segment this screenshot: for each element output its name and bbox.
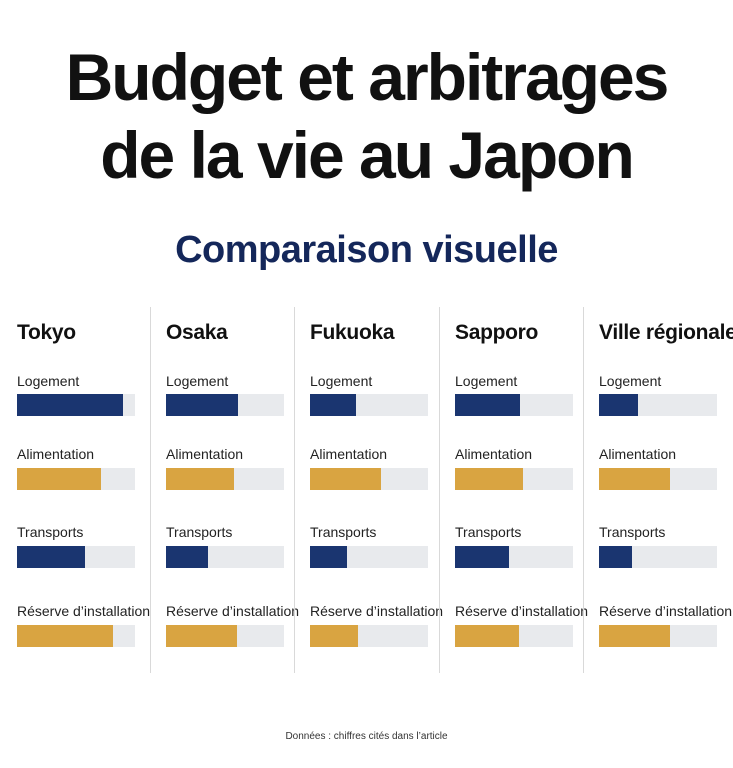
bar-fill [310,394,356,416]
metric-label: Transports [599,524,666,540]
column-divider [439,307,440,673]
city-name: Osaka [166,321,228,344]
bar-track [166,468,284,490]
bar-track [17,394,135,416]
bar-track [310,546,428,568]
city-name: Sapporo [455,321,539,344]
bar-fill [310,468,381,490]
source-note: Données : chiffres cités dans l’article [285,731,448,742]
metric-label: Logement [310,373,373,389]
metric-label: Alimentation [599,446,677,462]
bar-fill [17,468,101,490]
bar-fill [455,394,520,416]
city-name: Fukuoka [310,321,395,344]
bar-fill [599,394,638,416]
bar-fill [17,625,113,647]
bar-track [455,625,573,647]
bar-track [166,394,284,416]
bar-track [310,468,428,490]
metric-label: Réserve d’installation [17,603,151,619]
title-line-2: de la vie au Japon [100,118,635,192]
bar-track [310,625,428,647]
city-column: Tokyo Logement Alimentation Transports Réser… [17,307,150,675]
metric-label: Transports [17,524,84,540]
page-subtitle: Comparaison visuelle [175,229,558,271]
bar-track [599,394,717,416]
metric-label: Réserve d’installation [166,603,300,619]
metric-label: Transports [310,524,377,540]
bar-track [599,546,717,568]
bar-fill [166,468,234,490]
page-title: Budget et arbitrages de la vie au Japon [0,38,733,194]
bar-fill [17,546,85,568]
title-line-1: Budget et arbitrages [65,40,670,114]
column-divider [583,307,584,673]
metric-label: Transports [455,524,522,540]
city-name: Tokyo [17,321,76,344]
city-name: Ville régionale [599,321,733,344]
metric-label: Logement [166,373,229,389]
metric-label: Réserve d’installation [455,603,589,619]
city-column: Sapporo Logement Alimentation Transports Rés… [455,307,588,675]
bar-fill [17,394,123,416]
metric-label: Réserve d’installation [310,603,444,619]
bar-fill [455,468,523,490]
bar-track [166,546,284,568]
bar-track [166,625,284,647]
bar-track [599,468,717,490]
comparison-grid: Tokyo Logement Alimentation Transports Réser… [0,307,733,677]
bar-fill [599,625,670,647]
bar-track [455,468,573,490]
metric-label: Logement [599,373,662,389]
bar-track [17,468,135,490]
metric-label: Alimentation [455,446,533,462]
bar-track [310,394,428,416]
city-column: Osaka Logement Alimentation Transports Réser… [166,307,299,675]
metric-label: Alimentation [310,446,388,462]
bar-fill [166,546,208,568]
column-divider [294,307,295,673]
bar-fill [310,546,347,568]
metric-label: Alimentation [17,446,95,462]
bar-fill [599,546,632,568]
bar-fill [310,625,358,647]
city-column: Ville régionale Logement Alimentation Trans… [599,307,733,675]
metric-label: Transports [166,524,233,540]
metric-label: Logement [17,373,80,389]
bar-track [17,625,135,647]
bar-fill [166,394,238,416]
bar-fill [166,625,237,647]
bar-track [17,546,135,568]
column-divider [150,307,151,673]
metric-label: Alimentation [166,446,244,462]
bar-fill [599,468,670,490]
bar-track [599,625,717,647]
city-column: Fukuoka Logement Alimentation Transports Rés… [310,307,443,675]
bar-track [455,546,573,568]
metric-label: Logement [455,373,518,389]
bar-fill [455,625,519,647]
bar-fill [455,546,509,568]
bar-track [455,394,573,416]
metric-label: Réserve d’installation [599,603,733,619]
